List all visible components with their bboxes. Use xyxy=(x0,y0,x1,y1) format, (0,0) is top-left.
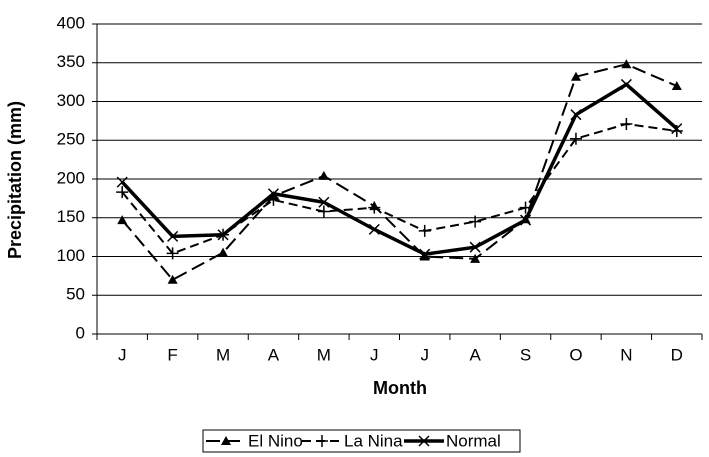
x-tick-label: A xyxy=(469,345,481,364)
x-tick-label: D xyxy=(671,345,683,364)
x-tick-label: J xyxy=(420,345,429,364)
marker xyxy=(267,188,279,200)
marker xyxy=(116,176,128,188)
x-axis-title: Month xyxy=(373,378,427,398)
marker xyxy=(167,230,179,242)
marker xyxy=(418,224,431,237)
marker xyxy=(469,241,481,253)
marker xyxy=(620,78,632,90)
legend-marker xyxy=(221,436,231,445)
y-tick-label: 150 xyxy=(57,207,85,226)
marker xyxy=(620,117,633,130)
legend-label: Normal xyxy=(446,431,501,450)
marker xyxy=(520,214,532,226)
marker xyxy=(318,170,329,180)
marker xyxy=(117,215,128,225)
marker xyxy=(470,253,481,263)
x-tick-label: S xyxy=(520,345,531,364)
x-tick-label: M xyxy=(317,345,331,364)
marker xyxy=(218,247,229,257)
x-tick-label: O xyxy=(569,345,582,364)
marker xyxy=(368,201,381,214)
x-tick-label: N xyxy=(620,345,632,364)
marker xyxy=(167,274,178,284)
x-tick-label: J xyxy=(370,345,379,364)
marker xyxy=(116,186,129,199)
y-axis-title: Precipitation (mm) xyxy=(5,101,25,259)
legend-label: El Nino xyxy=(248,431,303,450)
y-tick-label: 200 xyxy=(57,168,85,187)
x-tick-label: F xyxy=(167,345,177,364)
y-tick-label: 400 xyxy=(57,13,85,32)
legend-marker xyxy=(316,435,328,447)
marker xyxy=(621,59,632,69)
legend-label: La Nina xyxy=(344,431,403,450)
y-tick-label: 300 xyxy=(57,91,85,110)
x-tick-label: A xyxy=(268,345,280,364)
legend-box xyxy=(202,429,521,453)
marker xyxy=(419,251,430,261)
y-tick-label: 0 xyxy=(76,323,85,342)
y-tick-label: 350 xyxy=(57,52,85,71)
series-line xyxy=(121,63,678,282)
x-tick-label: J xyxy=(118,345,127,364)
marker xyxy=(570,109,582,121)
marker xyxy=(671,123,683,135)
marker xyxy=(570,71,581,81)
marker xyxy=(318,196,330,208)
legend-marker xyxy=(418,435,430,447)
marker xyxy=(671,81,682,90)
marker xyxy=(419,248,431,260)
marker xyxy=(217,229,229,241)
marker xyxy=(368,223,380,235)
marker xyxy=(569,132,582,145)
x-tick-label: M xyxy=(216,345,230,364)
y-tick-label: 50 xyxy=(66,285,85,304)
y-tick-label: 250 xyxy=(57,130,85,149)
marker xyxy=(317,205,330,218)
series-line xyxy=(120,82,678,256)
y-tick-label: 100 xyxy=(57,246,85,265)
marker xyxy=(166,247,179,260)
marker xyxy=(469,215,482,228)
series-line xyxy=(121,122,677,255)
